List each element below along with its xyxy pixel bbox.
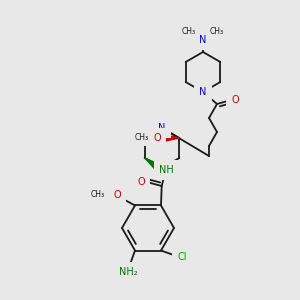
Text: CH₃: CH₃	[134, 134, 148, 142]
Text: N: N	[199, 87, 207, 97]
Text: N: N	[199, 35, 207, 45]
Text: O: O	[113, 190, 121, 200]
Text: N: N	[158, 123, 166, 133]
Polygon shape	[145, 158, 161, 171]
Text: CH₃: CH₃	[210, 26, 224, 35]
Text: O: O	[154, 133, 161, 143]
Polygon shape	[163, 134, 179, 142]
Text: O: O	[231, 95, 239, 105]
Text: NH₂: NH₂	[119, 266, 137, 277]
Text: O: O	[138, 177, 146, 187]
Text: Cl: Cl	[177, 251, 187, 262]
Text: NH: NH	[159, 165, 174, 175]
Text: CH₃: CH₃	[91, 190, 105, 199]
Text: CH₃: CH₃	[182, 26, 196, 35]
